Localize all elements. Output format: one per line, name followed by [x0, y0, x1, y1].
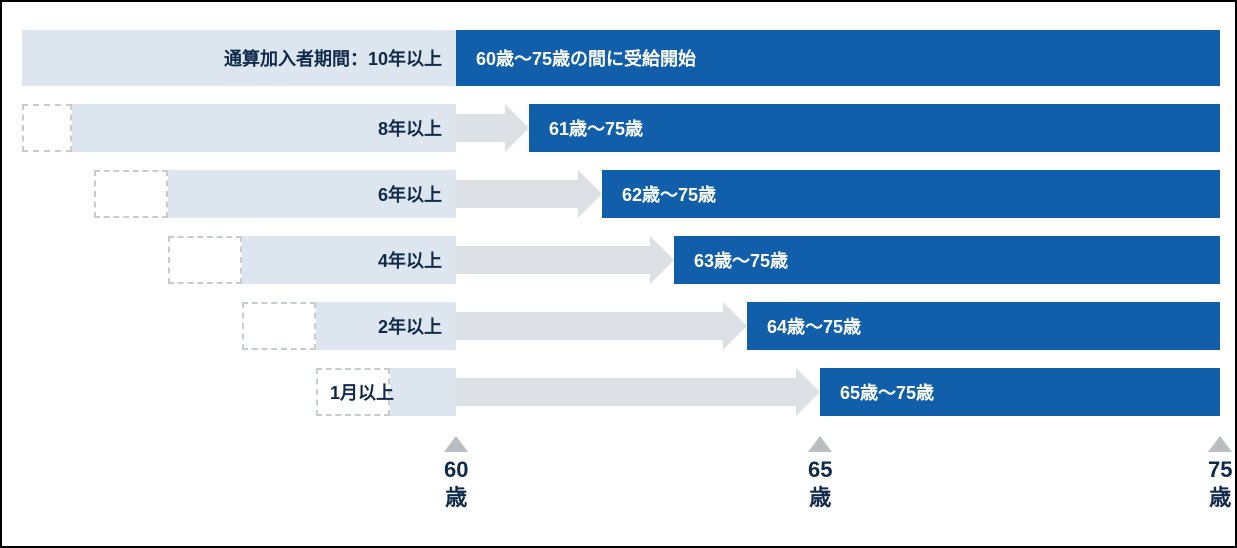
- axis-label: 75歳: [1208, 456, 1232, 511]
- axis-label-unit: 歳: [808, 484, 832, 512]
- receiving-period-bar: 60歳～75歳の間に受給開始: [456, 30, 1220, 86]
- chart-frame: 通算加入者期間：10年以上 60歳～75歳の間に受給開始 8年以上 61歳～75歳 6年…: [0, 0, 1237, 548]
- axis-marker: 65歳: [808, 436, 832, 511]
- arrow-head-icon: [796, 368, 820, 416]
- chart-row: 6年以上 62歳～75歳: [2, 170, 1235, 218]
- axis-label-number: 65: [808, 456, 832, 484]
- arrow-shaft: [456, 378, 796, 407]
- triangle-up-icon: [1208, 436, 1232, 452]
- arrow-shaft: [456, 180, 578, 209]
- arrow-head-icon: [578, 170, 602, 218]
- chart-row: 2年以上 64歳～75歳: [2, 302, 1235, 350]
- axis-label: 65歳: [808, 456, 832, 511]
- chart-row: 4年以上 63歳～75歳: [2, 236, 1235, 284]
- enrollment-period-bar: 通算加入者期間：10年以上: [22, 30, 456, 86]
- dashed-lead-box: [168, 236, 242, 284]
- dashed-lead-box: [22, 104, 72, 152]
- chart-row: 8年以上 61歳～75歳: [2, 104, 1235, 152]
- chart-row: 1月以上 65歳～75歳: [2, 368, 1235, 416]
- arrow-head-icon: [723, 302, 747, 350]
- receiving-period-bar: 65歳～75歳: [820, 368, 1220, 416]
- receiving-period-label: 65歳～75歳: [840, 379, 934, 405]
- receiving-period-label: 64歳～75歳: [767, 313, 861, 339]
- enrollment-period-bar: 2年以上: [316, 302, 456, 350]
- axis-marker: 75歳: [1208, 436, 1232, 511]
- receiving-period-bar: 63歳～75歳: [674, 236, 1220, 284]
- receiving-period-label: 62歳～75歳: [622, 181, 716, 207]
- enrollment-period-label: 6年以上: [378, 181, 442, 207]
- receiving-period-bar: 62歳～75歳: [602, 170, 1220, 218]
- arrow-shaft: [456, 114, 505, 143]
- axis-label-number: 60: [444, 456, 468, 484]
- enrollment-period-label: 2年以上: [378, 313, 442, 339]
- triangle-up-icon: [444, 436, 468, 452]
- receiving-period-label: 61歳～75歳: [549, 115, 643, 141]
- axis-label-unit: 歳: [1208, 484, 1232, 512]
- axis-label: 60歳: [444, 456, 468, 511]
- triangle-up-icon: [808, 436, 832, 452]
- enrollment-period-chart: 通算加入者期間：10年以上 60歳～75歳の間に受給開始 8年以上 61歳～75歳 6年…: [2, 2, 1235, 546]
- axis-marker: 60歳: [444, 436, 468, 511]
- axis-label-number: 75: [1208, 456, 1232, 484]
- arrow-shaft: [456, 246, 650, 275]
- arrow-head-icon: [505, 104, 529, 152]
- enrollment-period-bar: 6年以上: [168, 170, 456, 218]
- enrollment-period-bar: 8年以上: [72, 104, 456, 152]
- arrow-head-icon: [650, 236, 674, 284]
- arrow-shaft: [456, 312, 723, 341]
- receiving-period-bar: 61歳～75歳: [529, 104, 1220, 152]
- enrollment-period-bar: 1月以上: [390, 368, 456, 416]
- enrollment-period-label: 1月以上: [390, 379, 394, 405]
- enrollment-period-label: 8年以上: [378, 115, 442, 141]
- axis-label-unit: 歳: [444, 484, 468, 512]
- chart-row: 通算加入者期間：10年以上 60歳～75歳の間に受給開始: [2, 30, 1235, 86]
- receiving-period-label: 60歳～75歳の間に受給開始: [476, 45, 696, 71]
- receiving-period-bar: 64歳～75歳: [747, 302, 1220, 350]
- dashed-lead-box: [94, 170, 168, 218]
- dashed-lead-box: [242, 302, 316, 350]
- receiving-period-label: 63歳～75歳: [694, 247, 788, 273]
- enrollment-period-bar: 4年以上: [242, 236, 456, 284]
- enrollment-period-label: 通算加入者期間：10年以上: [224, 45, 442, 71]
- enrollment-period-label: 4年以上: [378, 247, 442, 273]
